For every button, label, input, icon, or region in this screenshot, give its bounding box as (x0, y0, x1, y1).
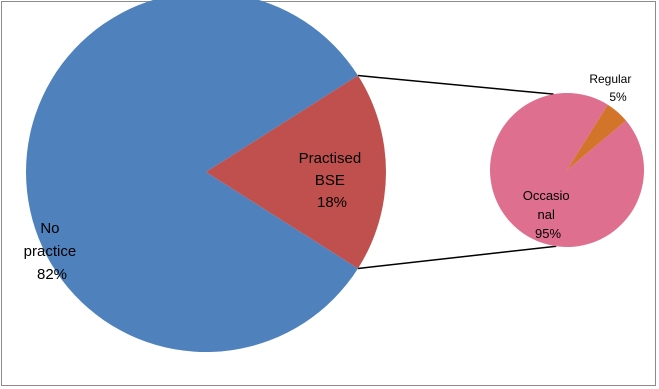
label-line: Practised (299, 150, 362, 167)
label-line: Occasio (523, 188, 570, 203)
connector-line-bottom (358, 246, 556, 268)
percent-label: 18% (317, 194, 347, 211)
connector-line-top (358, 76, 554, 95)
label-line: nal (538, 207, 555, 222)
secondary-pie (490, 93, 644, 247)
label-line: BSE (315, 172, 345, 189)
percent-label: 95% (535, 226, 561, 241)
label-line: Regular (589, 72, 631, 86)
percent-label: 5% (609, 90, 627, 104)
percent-label: 82% (37, 266, 67, 283)
label-line: practice (24, 243, 77, 260)
label-line: No (40, 220, 59, 237)
